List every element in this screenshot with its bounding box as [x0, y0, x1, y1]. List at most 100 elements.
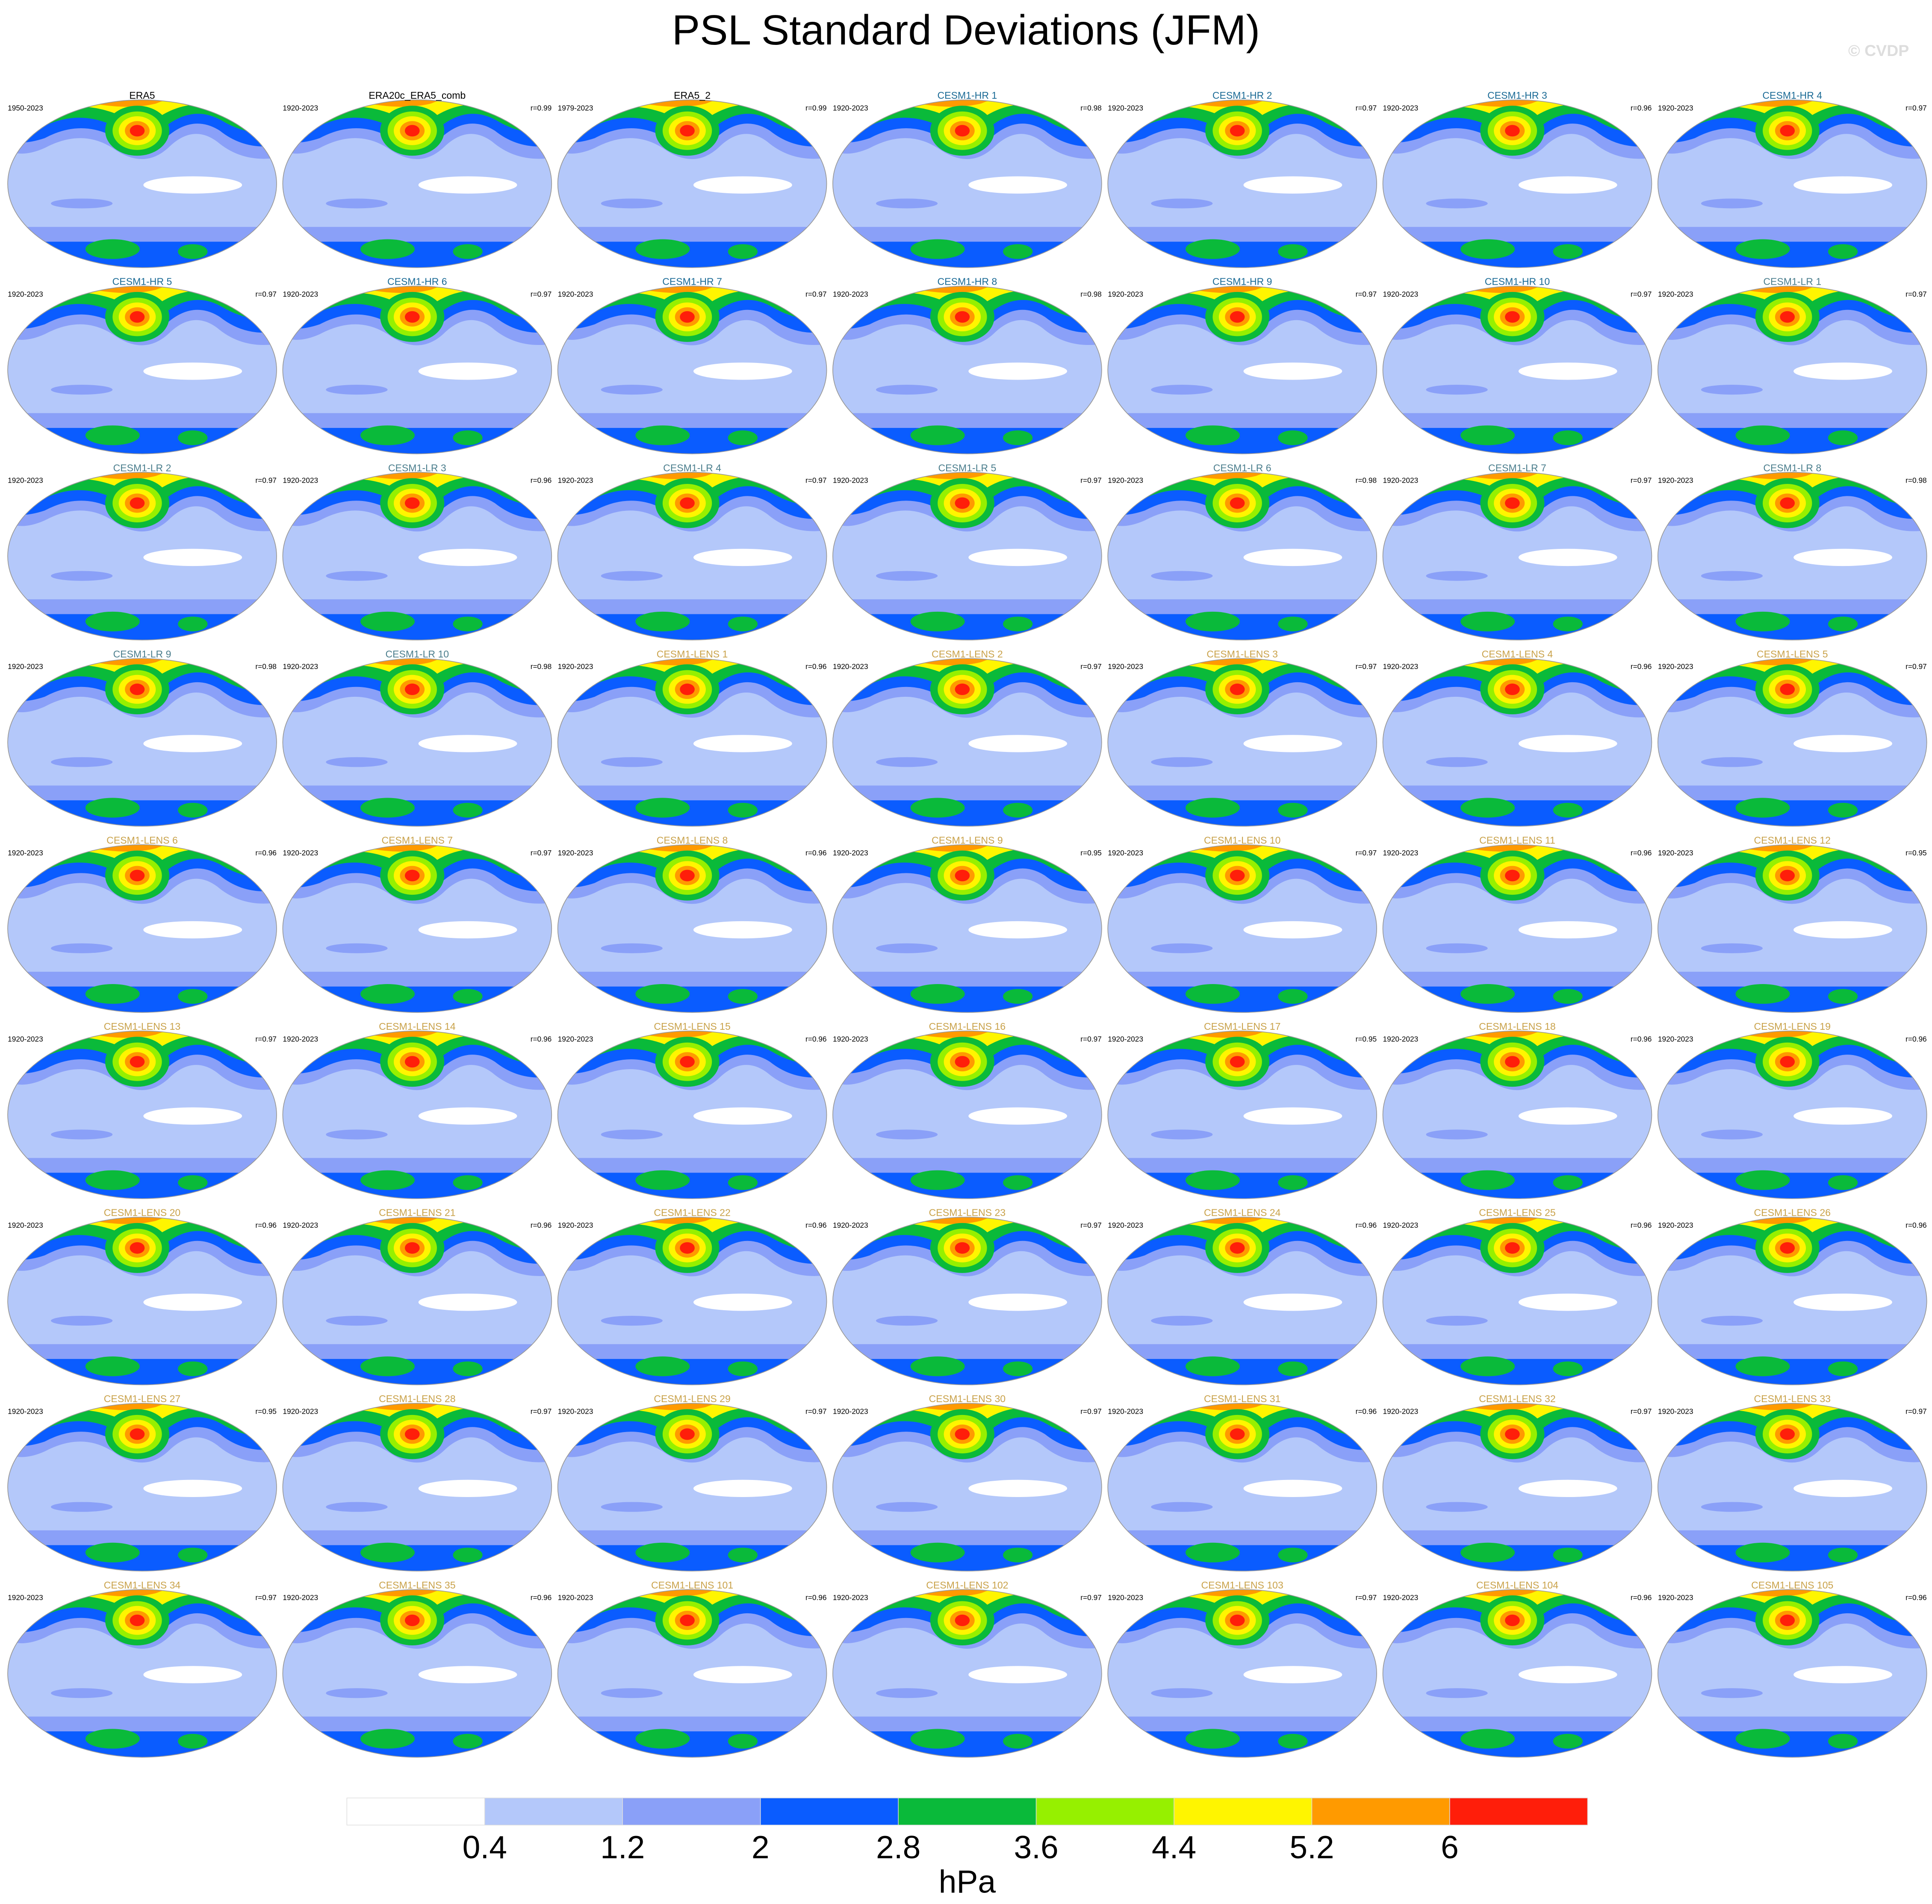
field-blob — [1780, 311, 1795, 323]
field-patch — [51, 198, 113, 209]
panel-period: 1920-2023 — [283, 290, 318, 298]
field-patch — [418, 1107, 517, 1125]
panel-period: 1920-2023 — [8, 1221, 43, 1229]
field-patch — [1185, 239, 1240, 259]
field-blob — [680, 1056, 695, 1068]
field-band — [283, 1173, 552, 1199]
field-patch — [1278, 430, 1308, 445]
field-blob — [1505, 311, 1520, 323]
map-panel: CESM1-LR 6 1920-2023 r=0.98 — [1107, 462, 1377, 641]
field-patch — [360, 1356, 415, 1376]
field-patch — [1701, 1315, 1763, 1326]
panel-title: CESM1-LENS 29 — [654, 1393, 730, 1404]
map-field — [1383, 845, 1652, 1013]
map-panel: CESM1-LR 5 1920-2023 r=0.97 — [832, 462, 1102, 641]
map-panel: CESM1-LENS 28 1920-2023 r=0.97 — [282, 1393, 552, 1571]
field-patch — [85, 1170, 140, 1190]
panel-period: 1920-2023 — [1383, 1035, 1419, 1043]
map-panel: CESM1-LENS 3 1920-2023 r=0.97 — [1107, 648, 1377, 827]
field-patch — [178, 244, 208, 259]
field-band — [1383, 1731, 1652, 1757]
field-patch — [1185, 1170, 1240, 1190]
colorbar-box — [1449, 1798, 1588, 1826]
field-blob — [1230, 1615, 1245, 1627]
map-outline — [7, 1403, 277, 1571]
field-band — [283, 1545, 552, 1571]
field-patch — [635, 1729, 690, 1749]
field-band — [283, 242, 552, 268]
map-outline — [7, 286, 277, 454]
map-outline — [832, 286, 1102, 454]
panel-period: 1920-2023 — [1658, 1221, 1693, 1229]
field-patch — [728, 244, 758, 259]
panel-period: 1920-2023 — [283, 849, 318, 857]
field-patch — [178, 802, 208, 818]
map-panel: CESM1-LR 1 1920-2023 r=0.97 — [1657, 276, 1927, 454]
map-field — [1108, 845, 1377, 1013]
panel-correlation: r=0.96 — [531, 476, 552, 485]
field-blob — [955, 311, 970, 323]
map-outline — [557, 1030, 827, 1199]
field-patch — [1460, 1542, 1515, 1562]
panel-title: CESM1-LENS 103 — [1201, 1580, 1283, 1591]
field-patch — [1828, 802, 1858, 818]
field-band — [1383, 1173, 1652, 1199]
map-outline — [1657, 286, 1927, 454]
field-patch — [1426, 198, 1488, 209]
panel-correlation: r=0.97 — [805, 476, 827, 485]
colorbar-box — [898, 1798, 1037, 1826]
map-outline — [1657, 1589, 1927, 1758]
field-patch — [418, 1666, 517, 1683]
panel-period: 1920-2023 — [1108, 1035, 1143, 1043]
map-outline — [282, 286, 552, 454]
panel-title: CESM1-LR 7 — [1488, 462, 1546, 473]
panel-correlation: r=0.97 — [1905, 662, 1927, 671]
field-patch — [453, 244, 483, 259]
field-band — [557, 986, 827, 1013]
field-blob — [404, 1615, 420, 1627]
field-patch — [1828, 1175, 1858, 1190]
field-patch — [1460, 1356, 1515, 1376]
map-panel: CESM1-HR 10 1920-2023 r=0.97 — [1382, 276, 1652, 454]
field-patch — [85, 239, 140, 259]
map-outline — [1382, 844, 1652, 1013]
panel-correlation: r=0.97 — [1080, 476, 1102, 485]
field-patch — [876, 1129, 938, 1140]
map-panel: CESM1-HR 7 1920-2023 r=0.97 — [557, 276, 827, 454]
panel-correlation: r=0.95 — [1905, 849, 1927, 857]
map-field — [1108, 1403, 1377, 1571]
map-field — [8, 1589, 277, 1757]
map-panel: CESM1-LENS 104 1920-2023 r=0.96 — [1382, 1580, 1652, 1758]
field-patch — [418, 176, 517, 194]
field-patch — [326, 1315, 388, 1326]
map-outline — [557, 99, 827, 268]
field-patch — [728, 1175, 758, 1190]
colorbar-tick-label: 0.4 — [463, 1829, 507, 1865]
field-blob — [130, 1615, 145, 1627]
map-field — [832, 1031, 1102, 1199]
panel-period: 1920-2023 — [558, 1593, 593, 1602]
field-patch — [1278, 989, 1308, 1004]
map-outline — [1657, 1217, 1927, 1385]
panel-correlation: r=0.97 — [531, 1407, 552, 1416]
map-panel: CESM1-LR 3 1920-2023 r=0.96 — [282, 462, 552, 641]
map-panel: CESM1-LR 7 1920-2023 r=0.97 — [1382, 462, 1652, 641]
map-outline — [832, 844, 1102, 1013]
map-field — [1658, 1217, 1927, 1385]
field-blob — [680, 125, 695, 137]
map-panel: CESM1-LENS 12 1920-2023 r=0.95 — [1657, 834, 1927, 1013]
panel-period: 1920-2023 — [283, 103, 318, 112]
field-patch — [1828, 1547, 1858, 1562]
colorbar-tick-label: 4.4 — [1152, 1829, 1196, 1865]
field-patch — [876, 385, 938, 395]
map-panel: CESM1-LR 2 1920-2023 r=0.97 — [7, 462, 277, 641]
field-band — [1383, 1545, 1652, 1571]
panel-period: 1920-2023 — [283, 1593, 318, 1602]
panel-title: CESM1-HR 4 — [1762, 90, 1822, 101]
map-panel: CESM1-LENS 30 1920-2023 r=0.97 — [832, 1393, 1102, 1571]
field-patch — [968, 1666, 1068, 1683]
field-patch — [1151, 1502, 1213, 1512]
map-panel: CESM1-LENS 33 1920-2023 r=0.97 — [1657, 1393, 1927, 1571]
panel-period: 1920-2023 — [1383, 103, 1419, 112]
field-patch — [51, 1315, 113, 1326]
